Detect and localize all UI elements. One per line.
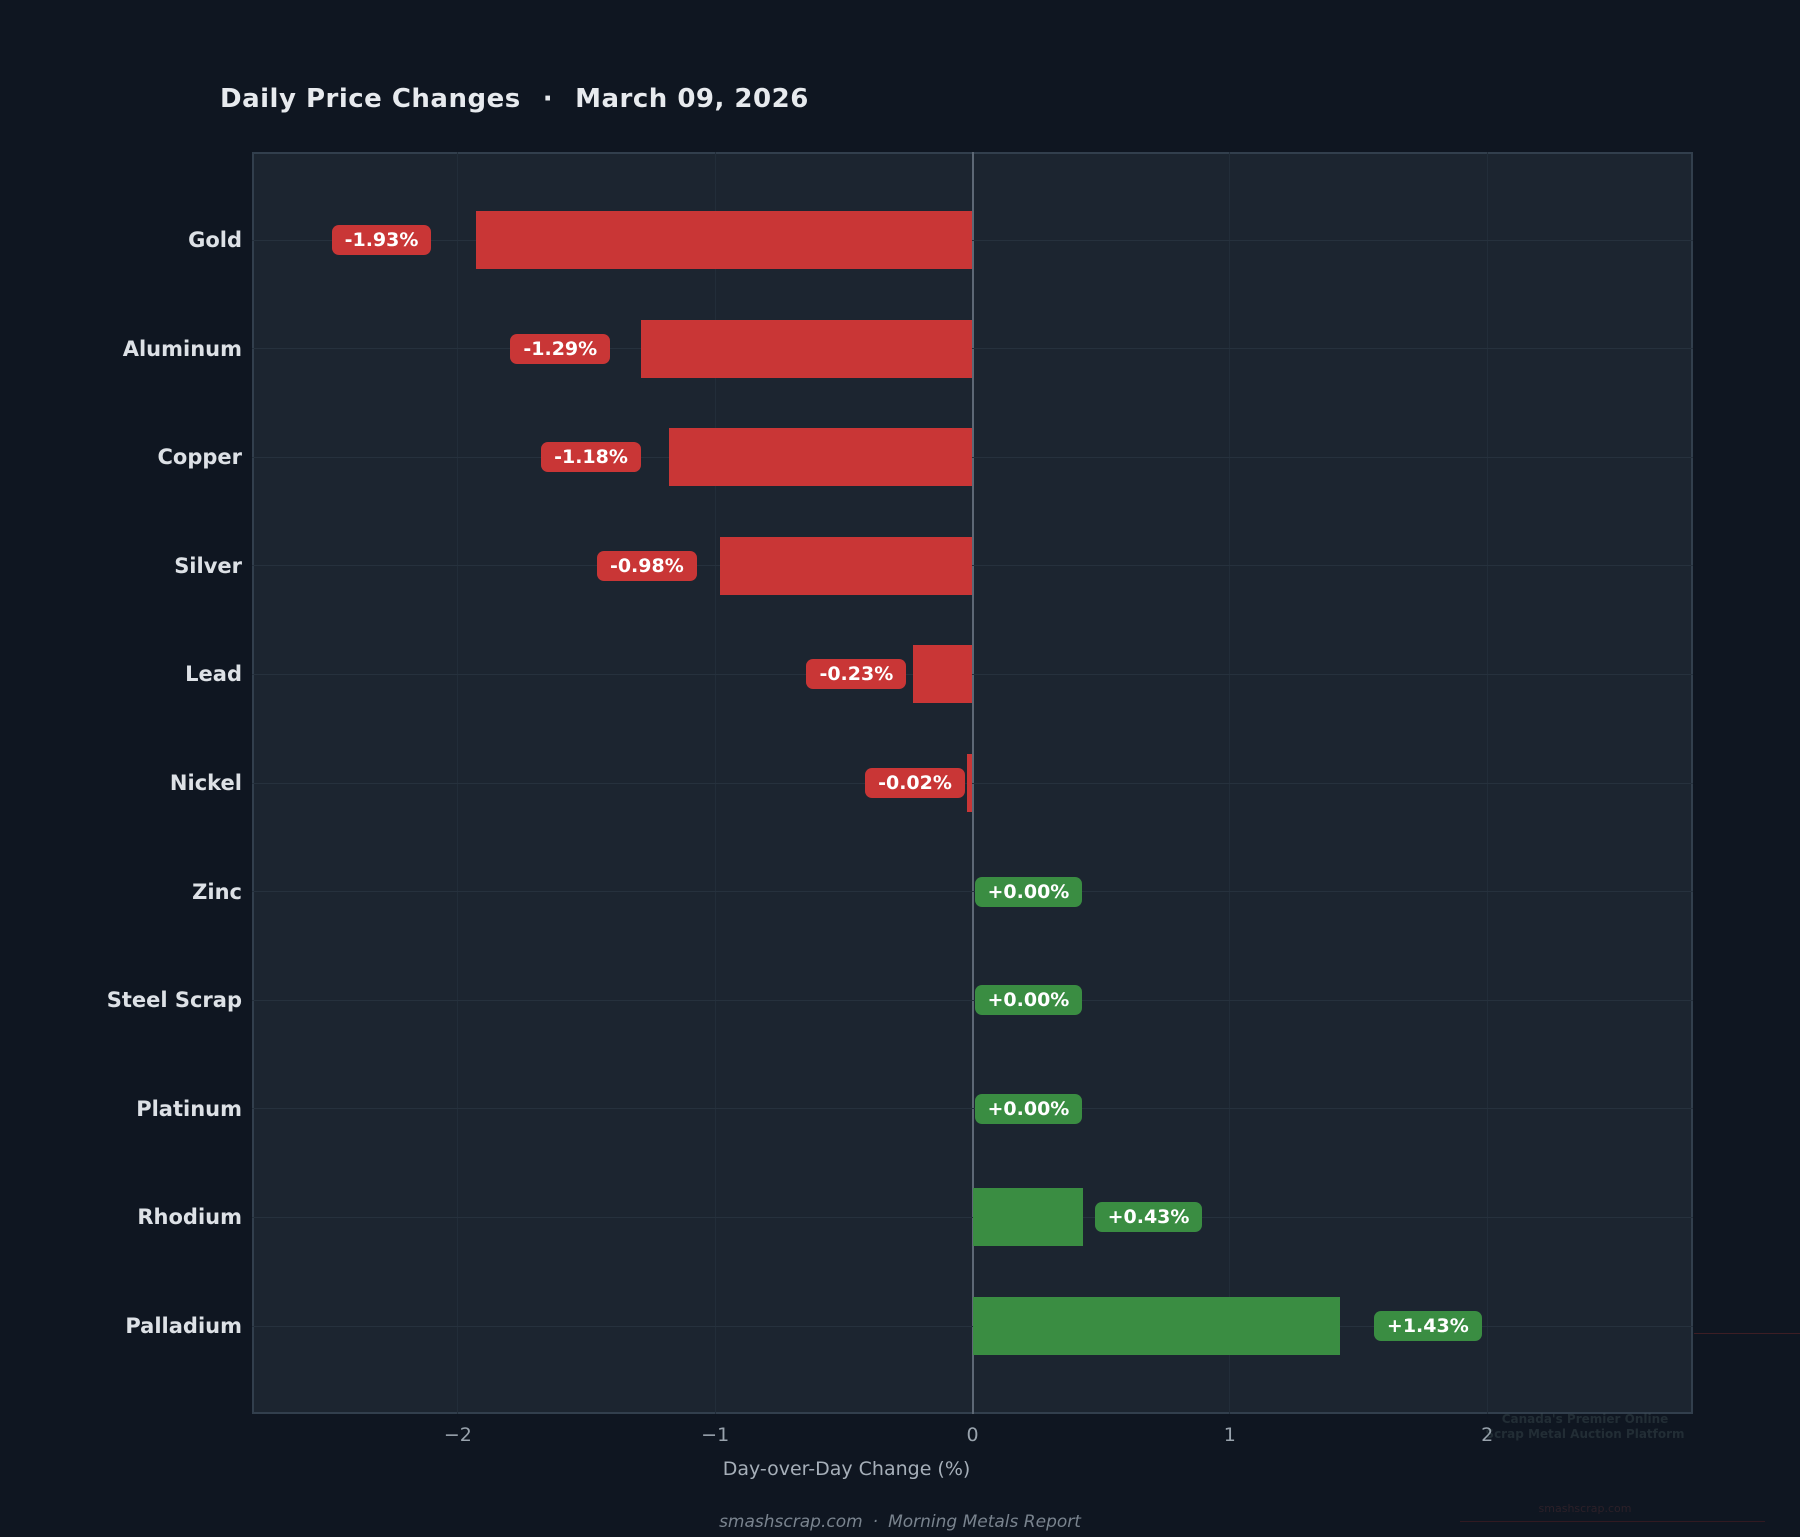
gridline-y-platinum — [252, 1108, 1693, 1110]
chart-title-date: March 09, 2026 — [575, 84, 809, 114]
x-tick-label-3: 1 — [1223, 1424, 1236, 1446]
gridline-y-silver — [252, 565, 1693, 567]
bar-lead — [913, 645, 973, 704]
x-tick-label-0: −2 — [443, 1424, 472, 1446]
bar-palladium — [972, 1297, 1341, 1355]
watermark-line1: Canada's Premier Online — [1501, 1412, 1669, 1426]
bar-silver — [720, 536, 973, 595]
value-badge-gold: -1.93% — [331, 225, 432, 255]
category-label-silver: Silver — [174, 553, 242, 578]
value-badge-zinc: +0.00% — [974, 876, 1083, 907]
gridline-y-lead — [252, 673, 1693, 675]
footer-attribution: smashscrap.com · Morning Metals Report — [0, 1512, 1800, 1532]
category-label-zinc: Zinc — [192, 879, 242, 904]
category-label-copper: Copper — [157, 445, 242, 470]
footer-separator: · — [872, 1512, 879, 1532]
value-badge-rhodium: +0.43% — [1094, 1202, 1203, 1233]
x-tick-label-2: 0 — [966, 1424, 979, 1446]
x-tick-label-1: −1 — [701, 1424, 730, 1446]
watermark-rule-top — [1694, 1333, 1800, 1334]
category-label-steel-scrap: Steel Scrap — [106, 988, 242, 1013]
category-label-rhodium: Rhodium — [137, 1205, 242, 1230]
category-label-palladium: Palladium — [125, 1314, 242, 1338]
value-badge-steel-scrap: +0.00% — [974, 985, 1083, 1016]
bar-rhodium — [972, 1188, 1084, 1247]
value-badge-aluminum: -1.29% — [510, 333, 611, 364]
footer-site: smashscrap.com — [719, 1512, 863, 1532]
gridline-y-aluminum — [252, 348, 1693, 350]
category-label-gold: Gold — [188, 228, 242, 252]
value-badge-palladium: +1.43% — [1373, 1311, 1482, 1341]
gridline-y-zinc — [252, 891, 1693, 893]
category-label-platinum: Platinum — [136, 1096, 242, 1121]
x-tick-label-4: 2 — [1481, 1424, 1494, 1446]
category-label-nickel: Nickel — [169, 771, 242, 795]
value-badge-lead: -0.23% — [806, 659, 907, 690]
bar-copper — [668, 428, 973, 487]
watermark-text: Canada's Premier Online Scrap Metal Auct… — [1380, 1412, 1790, 1442]
bar-aluminum — [640, 319, 973, 378]
chart-title-separator: · — [542, 84, 554, 114]
gridline-y-copper — [252, 456, 1693, 458]
watermark-line2: Scrap Metal Auction Platform — [1485, 1427, 1685, 1441]
value-badge-nickel: -0.02% — [865, 768, 965, 798]
category-label-lead: Lead — [185, 662, 242, 687]
bar-nickel — [967, 754, 973, 812]
category-label-aluminum: Aluminum — [122, 336, 242, 361]
x-axis-label: Day-over-Day Change (%) — [722, 1458, 971, 1480]
value-badge-platinum: +0.00% — [974, 1093, 1083, 1124]
value-badge-silver: -0.98% — [596, 550, 697, 581]
bar-gold — [475, 211, 973, 269]
footer-report-name: Morning Metals Report — [888, 1512, 1081, 1532]
gridline-y-nickel — [252, 782, 1693, 784]
chart-title-text: Daily Price Changes — [220, 84, 521, 114]
chart-title: Daily Price Changes · March 09, 2026 — [220, 84, 809, 114]
value-badge-copper: -1.18% — [541, 442, 641, 473]
gridline-y-steel-scrap — [252, 999, 1693, 1001]
gridline-y-gold — [252, 239, 1693, 241]
